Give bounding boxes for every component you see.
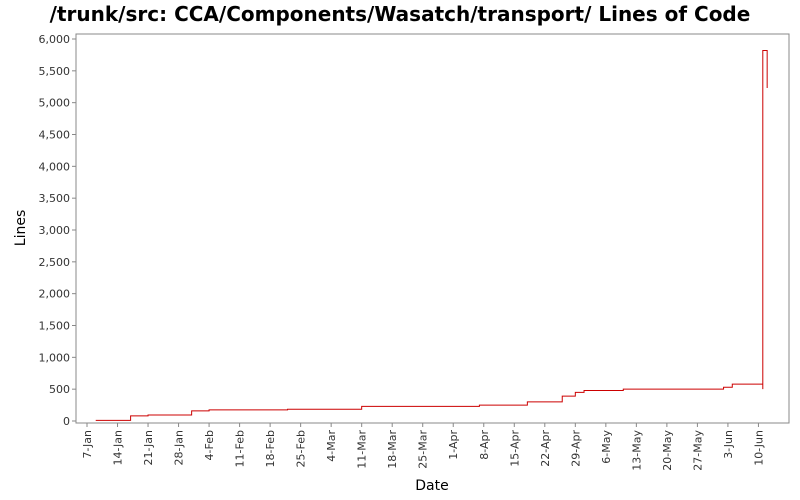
x-tick-label: 18-Feb	[264, 430, 277, 467]
x-tick-label: 6-May	[600, 430, 613, 464]
y-tick-label: 0	[63, 415, 70, 428]
y-tick-label: 3,000	[39, 224, 71, 237]
y-tick-label: 5,000	[39, 97, 71, 110]
x-tick-label: 28-Jan	[173, 430, 186, 466]
x-tick-label: 20-May	[661, 430, 674, 471]
x-tick-label: 8-Apr	[478, 430, 491, 460]
x-tick-label: 7-Jan	[81, 430, 94, 459]
x-axis: 7-Jan 14-Jan 21-Jan 28-Jan 4-Feb 11-Feb 18-Feb…	[81, 423, 765, 471]
x-tick-label: 29-Apr	[569, 430, 582, 467]
x-tick-label: 22-Apr	[539, 430, 552, 467]
y-tick-label: 4,500	[39, 129, 71, 142]
x-tick-label: 14-Jan	[112, 430, 125, 466]
plot-area	[75, 33, 790, 424]
chart-title: /trunk/src: CCA/Components/Wasatch/trans…	[49, 2, 751, 26]
series-line	[95, 49, 768, 421]
x-tick-label: 13-May	[630, 430, 643, 471]
y-tick-label: 1,500	[39, 320, 71, 333]
y-tick-label: 5,500	[39, 65, 71, 78]
x-tick-label: 4-Feb	[203, 430, 216, 460]
y-axis-title: Lines	[13, 210, 29, 246]
y-tick-label: 500	[49, 383, 70, 396]
x-tick-label: 21-Jan	[142, 430, 155, 466]
x-axis-title: Date	[415, 478, 448, 494]
x-tick-label: 1-Apr	[447, 430, 460, 460]
x-tick-label: 11-Feb	[234, 430, 247, 467]
x-tick-label: 11-Mar	[356, 430, 369, 469]
y-tick-label: 1,000	[39, 351, 71, 364]
y-axis: 0 500 1,000 1,500 2,000 2,500 3,000 3,500 4,000 4…	[39, 33, 76, 428]
y-tick-label: 2,000	[39, 288, 71, 301]
x-tick-label: 27-May	[691, 430, 704, 471]
x-tick-label: 25-Mar	[417, 430, 430, 469]
y-tick-label: 6,000	[39, 33, 71, 46]
series-layer	[95, 49, 768, 421]
y-tick-label: 2,500	[39, 256, 71, 269]
y-tick-label: 3,500	[39, 192, 71, 205]
x-tick-label: 3-Jun	[722, 430, 735, 459]
x-tick-label: 15-Apr	[508, 430, 521, 467]
y-tick-label: 4,000	[39, 160, 71, 173]
x-tick-label: 25-Feb	[295, 430, 308, 467]
x-tick-label: 10-Jun	[752, 430, 765, 466]
x-tick-label: 4-Mar	[325, 430, 338, 462]
x-tick-label: 18-Mar	[386, 430, 399, 469]
